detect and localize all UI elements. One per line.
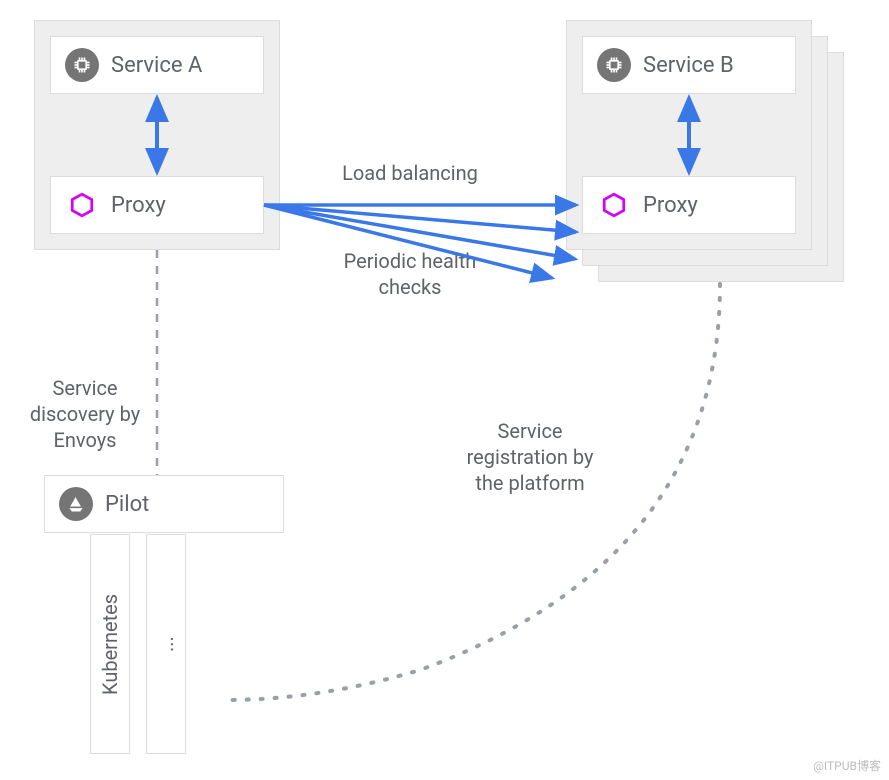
service-a-label: Service A xyxy=(111,53,202,78)
ellipsis-label: ... xyxy=(154,636,178,652)
kubernetes-box: Kubernetes xyxy=(90,534,130,754)
hexagon-icon xyxy=(65,188,99,222)
registration-label: Service registration by the platform xyxy=(440,418,620,496)
load-balancing-label: Load balancing xyxy=(310,160,510,186)
proxy-a-box: Proxy xyxy=(50,176,264,234)
chip-icon xyxy=(597,48,631,82)
sailboat-icon xyxy=(59,487,93,521)
chip-icon xyxy=(65,48,99,82)
kubernetes-label: Kubernetes xyxy=(98,593,122,694)
pilot-label: Pilot xyxy=(105,492,149,517)
service-b-label: Service B xyxy=(643,53,734,78)
hexagon-icon xyxy=(597,188,631,222)
proxy-b-label: Proxy xyxy=(643,193,698,218)
ellipsis-box: ... xyxy=(146,534,186,754)
discovery-label: Service discovery by Envoys xyxy=(10,375,160,453)
health-checks-label: Periodic health checks xyxy=(300,248,520,300)
proxy-a-label: Proxy xyxy=(111,193,166,218)
service-a-box: Service A xyxy=(50,36,264,94)
proxy-b-box: Proxy xyxy=(582,176,796,234)
pilot-box: Pilot xyxy=(44,475,284,533)
watermark: @ITPUB博客 xyxy=(813,757,881,774)
service-b-box: Service B xyxy=(582,36,796,94)
